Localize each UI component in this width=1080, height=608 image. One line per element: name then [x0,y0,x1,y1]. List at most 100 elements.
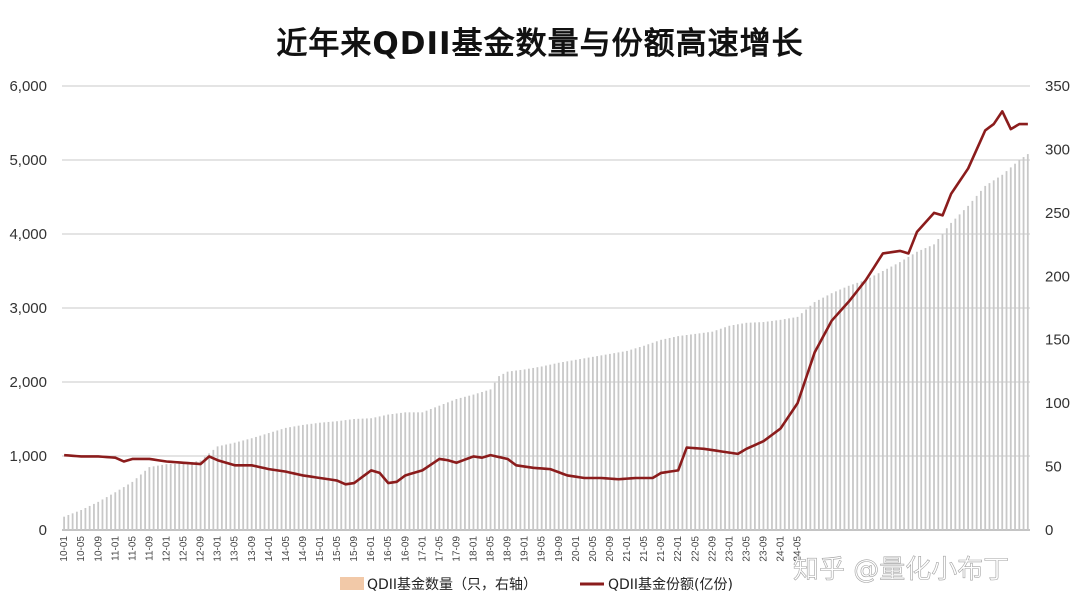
fund-count-bar [506,371,509,530]
x-axis-tick-label: 16-01 [366,536,377,562]
fund-count-bar [545,365,547,530]
fund-count-bar [302,424,304,530]
fund-count-bar [634,348,637,530]
fund-count-bar [67,515,70,530]
x-axis-tick-label: 20-09 [605,536,616,562]
x-axis-tick-label: 20-01 [571,536,582,562]
fund-count-bar [587,357,590,530]
x-axis-tick-label: 11-01 [110,536,121,561]
fund-count-bar [344,420,347,530]
fund-count-bar [579,359,581,530]
fund-count-bar [651,342,654,530]
fund-count-bar [869,277,871,530]
fund-count-bar [80,510,83,530]
fund-count-bar [771,320,773,530]
fund-count-bar [438,405,441,530]
x-axis-tick-label: 23-09 [758,536,769,562]
fund-count-bar [992,180,995,530]
fund-count-bar [105,497,108,530]
fund-count-bar [945,228,948,530]
fund-count-bar [664,338,667,530]
fund-count-bar [451,400,454,530]
fund-count-bar [289,427,291,530]
right-axis-tick-label: 0 [1045,522,1053,539]
right-axis-tick-label: 250 [1045,205,1070,222]
fund-count-bar [353,419,355,530]
x-axis-tick-label: 18-09 [503,536,514,562]
fund-count-bar [481,391,483,530]
fund-count-bar [412,412,415,530]
fund-count-bar [510,371,513,530]
watermark: 知乎 @量化小布丁 [793,555,1009,585]
fund-count-bar [135,478,138,530]
x-axis-tick-label: 14-05 [281,536,292,562]
fund-count-bar [937,239,940,530]
x-axis-tick-label: 12-05 [179,536,190,562]
fund-count-bar [864,279,867,530]
fund-count-bar [617,352,620,530]
fund-count-bar [933,244,935,531]
fund-count-bar [442,404,445,530]
fund-count-bar [911,254,914,530]
fund-count-bar [638,347,641,530]
x-axis-tick-label: 13-09 [247,536,258,562]
fund-count-bar [847,285,850,530]
x-axis-tick-label: 14-01 [264,536,275,562]
fund-count-bar [229,443,232,530]
fund-count-bar [928,246,931,530]
fund-count-bar [284,427,287,530]
fund-count-bar [886,268,888,530]
fund-count-bar [340,420,343,530]
fund-count-bar [391,414,394,530]
fund-count-bar [131,481,134,530]
right-axis-tick-label: 50 [1045,459,1062,476]
fund-count-bar [374,417,377,530]
fund-count-bar [540,366,543,530]
fund-count-bar [476,393,479,530]
fund-count-bar [472,394,475,530]
right-axis-tick-label: 100 [1045,395,1070,412]
fund-count-bar [464,396,466,530]
fund-count-bar [165,464,168,530]
fund-count-bar [788,318,790,530]
fund-count-bar [182,463,185,530]
fund-count-bar [148,467,151,530]
fund-count-bar [383,415,385,530]
x-axis-tick-label: 16-09 [400,536,411,562]
fund-count-bar [280,429,283,530]
x-axis-tick-label: 21-01 [622,536,633,562]
x-axis-tick-label: 18-01 [469,536,480,562]
fund-shares-line-layer [64,110,1028,486]
fund-count-bar [536,367,539,530]
right-axis-tick-label: 350 [1045,78,1070,95]
fund-count-bar [549,364,552,530]
fund-count-bar [719,328,722,530]
x-axis-tick-label: 13-05 [230,536,241,562]
fund-count-bar [899,262,901,530]
right-axis-tick-label: 300 [1045,141,1070,158]
fund-count-bar [971,200,974,530]
fund-count-bar [562,362,564,530]
fund-count-bar [924,248,927,530]
x-axis-tick-label: 23-05 [741,536,752,562]
fund-count-bar [822,297,825,530]
x-axis-tick-label: 19-09 [554,536,565,562]
x-axis-tick-label: 14-09 [298,536,309,562]
fund-count-bar [122,487,125,530]
fund-count-bar [387,414,390,530]
fund-count-bar [916,251,918,530]
fund-count-bar [178,463,181,530]
fund-count-bar [276,430,279,530]
fund-count-bar [455,399,458,530]
fund-count-bar [259,435,262,530]
fund-count-bar [852,284,854,530]
fund-count-bar [715,330,718,530]
fund-count-bar [250,438,253,530]
fund-count-bar [792,317,795,530]
fund-count-bar [736,324,739,530]
fund-count-bar [246,439,249,530]
fund-count-bar [319,422,321,530]
fund-count-bar [263,434,266,530]
fund-count-bar [702,332,705,530]
fund-count-bar [621,351,624,530]
